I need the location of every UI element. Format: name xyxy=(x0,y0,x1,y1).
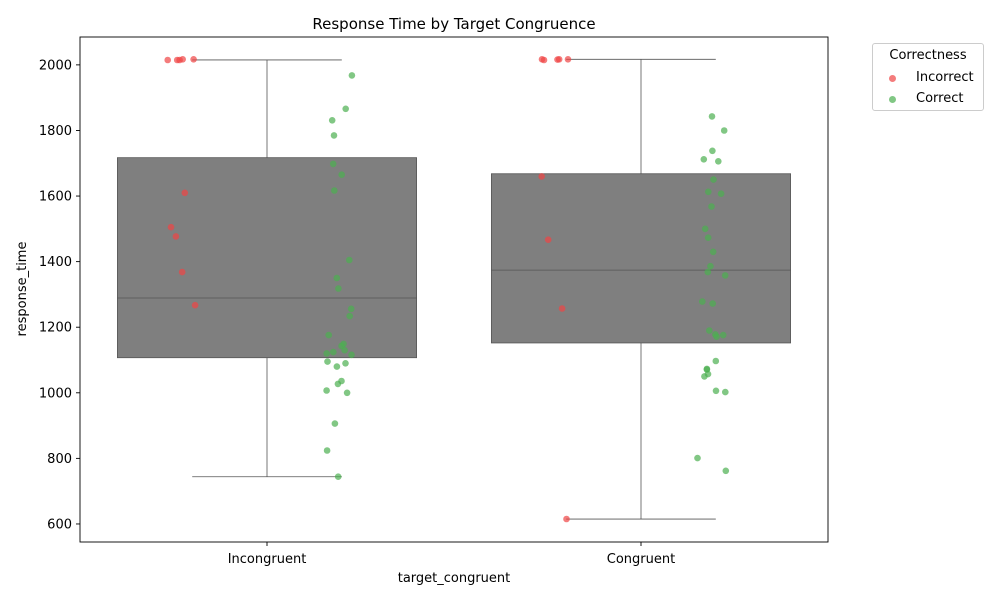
point-incorrect-congruent xyxy=(558,305,566,312)
point-correct-congruent xyxy=(710,176,717,183)
legend-label-correct: Correct xyxy=(916,91,964,106)
point-correct-incongruent xyxy=(330,132,338,139)
point-incorrect-congruent xyxy=(538,56,546,63)
legend-title: Correctness xyxy=(889,48,967,63)
point-correct-incongruent xyxy=(323,387,330,394)
point-incorrect-congruent xyxy=(555,56,563,63)
point-correct-incongruent xyxy=(348,351,355,359)
point-correct-congruent xyxy=(722,388,729,396)
point-correct-incongruent xyxy=(325,331,333,339)
point-correct-congruent xyxy=(707,262,714,270)
point-incorrect-incongruent xyxy=(176,56,183,64)
point-correct-congruent xyxy=(700,156,708,163)
point-correct-congruent xyxy=(704,234,712,241)
y-tick-label: 1000 xyxy=(39,386,72,401)
point-correct-incongruent xyxy=(343,389,351,397)
point-correct-congruent xyxy=(709,300,716,307)
x-axis-label: target_congruent xyxy=(398,571,511,586)
point-correct-incongruent xyxy=(333,363,341,370)
box-incongruent xyxy=(117,157,418,359)
point-correct-congruent xyxy=(708,203,715,210)
y-tick-label: 600 xyxy=(47,517,72,532)
point-incorrect-congruent xyxy=(564,56,572,63)
point-correct-congruent xyxy=(709,248,717,256)
point-correct-incongruent xyxy=(323,350,331,357)
point-correct-incongruent xyxy=(335,285,342,292)
strip-points-group xyxy=(164,56,730,523)
point-correct-incongruent xyxy=(347,305,355,313)
y-tick-label: 800 xyxy=(47,452,72,467)
y-tick-label: 1200 xyxy=(39,321,72,336)
plot-frame xyxy=(79,36,829,543)
point-incorrect-congruent xyxy=(544,236,552,243)
point-incorrect-incongruent xyxy=(191,301,199,309)
y-axis-label: response_time xyxy=(15,242,30,337)
point-correct-congruent xyxy=(720,127,728,134)
point-correct-incongruent xyxy=(342,105,350,113)
point-correct-congruent xyxy=(709,147,716,155)
point-correct-incongruent xyxy=(330,348,337,356)
y-tick-label: 1600 xyxy=(39,190,72,205)
point-correct-congruent xyxy=(708,113,716,120)
point-correct-congruent xyxy=(719,331,727,339)
legend-marker-incorrect xyxy=(889,75,896,82)
point-incorrect-incongruent xyxy=(178,268,186,276)
point-correct-incongruent xyxy=(338,171,346,178)
point-correct-incongruent xyxy=(334,380,342,388)
point-correct-incongruent xyxy=(331,187,338,194)
point-correct-incongruent xyxy=(324,358,331,365)
point-incorrect-incongruent xyxy=(172,233,180,240)
point-correct-incongruent xyxy=(334,473,342,481)
point-correct-congruent xyxy=(704,268,712,276)
point-correct-incongruent xyxy=(341,346,348,354)
point-correct-incongruent xyxy=(333,274,341,282)
x-tick-label: Incongruent xyxy=(228,552,307,567)
point-correct-congruent xyxy=(701,373,708,380)
point-correct-congruent xyxy=(712,357,720,365)
point-incorrect-incongruent xyxy=(190,56,197,63)
point-correct-congruent xyxy=(717,190,725,197)
point-correct-incongruent xyxy=(346,256,353,264)
point-correct-congruent xyxy=(705,188,712,196)
point-correct-congruent xyxy=(713,333,720,341)
point-correct-incongruent xyxy=(329,160,337,168)
point-incorrect-congruent xyxy=(538,173,545,180)
legend-label-incorrect: Incorrect xyxy=(916,70,974,85)
point-correct-incongruent xyxy=(346,312,354,320)
legend: Correctness Incorrect Correct xyxy=(872,43,984,111)
point-correct-incongruent xyxy=(328,117,336,124)
point-correct-congruent xyxy=(694,454,701,462)
legend-marker-correct xyxy=(889,96,896,103)
point-correct-congruent xyxy=(701,225,709,233)
box-congruent xyxy=(490,173,792,344)
point-incorrect-congruent xyxy=(563,515,570,523)
point-correct-congruent xyxy=(699,298,706,305)
point-incorrect-incongruent xyxy=(181,189,189,197)
point-correct-congruent xyxy=(722,467,730,475)
point-incorrect-incongruent xyxy=(167,223,175,231)
boxplot-group xyxy=(117,58,792,520)
point-correct-incongruent xyxy=(348,72,356,79)
point-correct-incongruent xyxy=(323,447,331,454)
point-incorrect-incongruent xyxy=(164,56,171,64)
point-correct-congruent xyxy=(706,327,713,334)
point-correct-congruent xyxy=(712,387,720,395)
x-tick-label: Congruent xyxy=(607,552,675,567)
y-tick-label: 1400 xyxy=(39,255,72,270)
y-tick-label: 1800 xyxy=(39,124,72,139)
chart-title: Response Time by Target Congruence xyxy=(312,15,595,33)
point-correct-incongruent xyxy=(342,360,349,367)
y-tick-label: 2000 xyxy=(39,58,72,73)
point-correct-incongruent xyxy=(331,420,339,427)
point-correct-congruent xyxy=(721,272,729,279)
point-correct-congruent xyxy=(715,158,722,165)
